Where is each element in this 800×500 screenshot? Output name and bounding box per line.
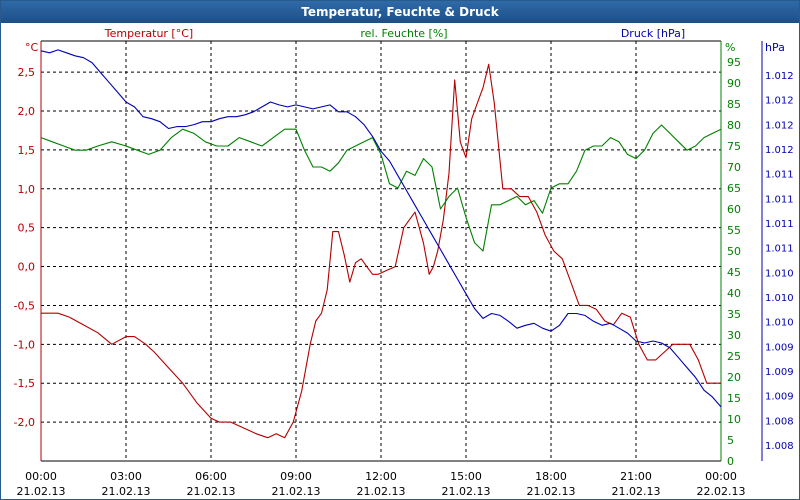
temp-tick-label: -0,5 bbox=[14, 299, 35, 312]
x-tick-time: 03:00 bbox=[110, 470, 142, 483]
temp-tick-label: 1,5 bbox=[18, 144, 36, 157]
x-tick-date: 21.02.13 bbox=[357, 485, 406, 498]
x-tick-time: 15:00 bbox=[450, 470, 482, 483]
press-tick-label: 1.012 bbox=[765, 96, 794, 107]
hum-tick-label: 90 bbox=[727, 77, 741, 90]
x-tick-time: 12:00 bbox=[365, 470, 397, 483]
x-tick-date: 21.02.13 bbox=[527, 485, 576, 498]
series-group bbox=[40, 49, 722, 439]
hum-tick-label: 5 bbox=[727, 434, 734, 447]
press-tick-label: 1.012 bbox=[765, 145, 794, 156]
temp-tick-label: -2,0 bbox=[14, 416, 35, 429]
x-tick-time: 00:00 bbox=[705, 470, 737, 483]
hum-tick-label: 75 bbox=[727, 140, 741, 153]
press-tick-label: 1.008 bbox=[765, 441, 794, 452]
window-title: Temperatur, Feuchte & Druck bbox=[1, 1, 799, 23]
hum-tick-label: 40 bbox=[727, 287, 741, 300]
x-tick-time: 21:00 bbox=[620, 470, 652, 483]
x-tick-time: 06:00 bbox=[195, 470, 227, 483]
hum-tick-label: 60 bbox=[727, 203, 741, 216]
temp-tick-label: -1,0 bbox=[14, 338, 35, 351]
temp-tick-label: 0,0 bbox=[18, 261, 36, 274]
x-tick-date: 21.02.13 bbox=[102, 485, 151, 498]
press-tick-label: 1.011 bbox=[765, 219, 794, 230]
press-tick-label: 1.008 bbox=[765, 416, 794, 427]
hum-tick-label: 70 bbox=[727, 161, 741, 174]
hum-tick-label: 35 bbox=[727, 308, 741, 321]
hum-tick-label: 45 bbox=[727, 266, 741, 279]
temp-tick-label: 0,5 bbox=[18, 222, 36, 235]
x-tick-date: 21.02.13 bbox=[612, 485, 661, 498]
hum-tick-label: 80 bbox=[727, 119, 741, 132]
press-tick-labels: 1.012 1.012 1.012 1.012 1.011 1.011 1.011 1.011… bbox=[765, 71, 794, 452]
press-tick-label: 1.009 bbox=[765, 342, 794, 353]
temp-tick-label: 2,0 bbox=[18, 105, 36, 118]
grid bbox=[41, 41, 721, 461]
x-tick-date: 21.02.13 bbox=[272, 485, 321, 498]
press-tick-label: 1.011 bbox=[765, 170, 794, 181]
x-tick-date: 21.02.13 bbox=[187, 485, 236, 498]
hum-tick-label: 50 bbox=[727, 245, 741, 258]
x-tick-labels: 00:00 21.02.13 03:00 21.02.13 06:00 21.02.13 0… bbox=[17, 470, 746, 498]
x-tick-date: 21.02.13 bbox=[17, 485, 66, 498]
temp-tick-label: 1,0 bbox=[18, 183, 36, 196]
press-tick-label: 1.010 bbox=[765, 268, 794, 279]
press-tick-label: 1.009 bbox=[765, 367, 794, 378]
temp-unit: °C bbox=[25, 41, 39, 54]
press-tick-label: 1.010 bbox=[765, 293, 794, 304]
hum-tick-label: 25 bbox=[727, 350, 741, 363]
press-tick-label: 1.011 bbox=[765, 194, 794, 205]
x-tick-time: 09:00 bbox=[280, 470, 312, 483]
temp-tick-label: -1,5 bbox=[14, 377, 35, 390]
temperature-line bbox=[41, 63, 721, 439]
hum-tick-label: 85 bbox=[727, 98, 741, 111]
hum-axis-label: rel. Feuchte [%] bbox=[360, 27, 447, 40]
hum-tick-label: 95 bbox=[727, 56, 741, 69]
x-tick-time: 18:00 bbox=[535, 470, 567, 483]
hum-tick-label: 65 bbox=[727, 182, 741, 195]
temp-axis-label: Temperatur [°C] bbox=[104, 27, 193, 40]
x-tick-date: 21.02.13 bbox=[442, 485, 491, 498]
press-tick-label: 1.012 bbox=[765, 120, 794, 131]
hum-tick-label: 20 bbox=[727, 371, 741, 384]
press-unit: hPa bbox=[765, 41, 785, 54]
x-tick-date: 22.02.13 bbox=[697, 485, 746, 498]
hum-unit: % bbox=[725, 41, 735, 54]
pressure-line bbox=[40, 49, 722, 408]
x-tick-time: 00:00 bbox=[25, 470, 57, 483]
plot-frame bbox=[40, 40, 763, 462]
hum-tick-label: 10 bbox=[727, 413, 741, 426]
hum-tick-label: 15 bbox=[727, 392, 741, 405]
press-tick-label: 1.009 bbox=[765, 392, 794, 403]
hum-tick-label: 0 bbox=[727, 455, 734, 468]
hum-tick-label: 30 bbox=[727, 329, 741, 342]
press-tick-label: 1.010 bbox=[765, 318, 794, 329]
temp-tick-labels: 2,5 2,0 1,5 1,0 0,5 0,0 -0,5 -1,0 -1,5 -2,0 bbox=[14, 66, 35, 429]
humidity-line bbox=[40, 124, 722, 252]
temp-tick-label: 2,5 bbox=[18, 66, 36, 79]
press-tick-label: 1.012 bbox=[765, 71, 794, 82]
hum-tick-label: 55 bbox=[727, 224, 741, 237]
press-tick-label: 1.011 bbox=[765, 244, 794, 255]
press-axis-label: Druck [hPa] bbox=[621, 27, 685, 40]
